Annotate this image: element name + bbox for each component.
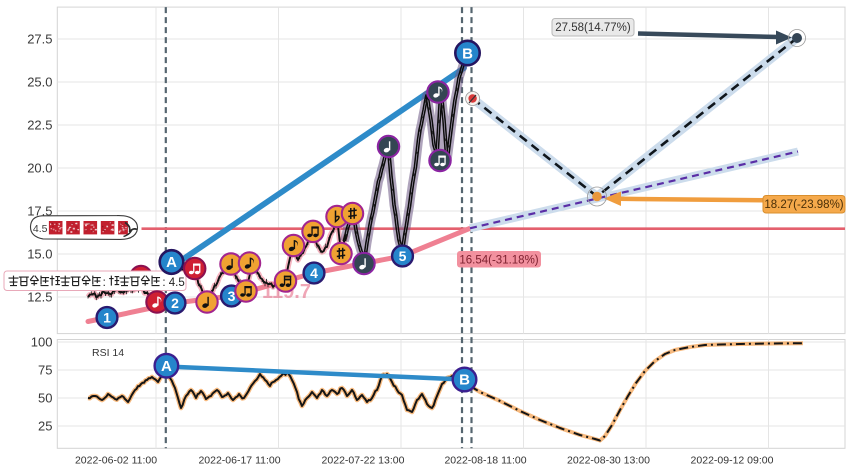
svg-text:2022-06-02 11:00: 2022-06-02 11:00 bbox=[75, 455, 157, 467]
svg-text:2022-08-30 13:00: 2022-08-30 13:00 bbox=[567, 455, 650, 467]
svg-text:17.5: 17.5 bbox=[27, 204, 52, 219]
svg-text:A: A bbox=[166, 254, 177, 271]
svg-text:27.58(14.77%): 27.58(14.77%) bbox=[555, 22, 631, 34]
svg-text:100: 100 bbox=[31, 335, 53, 350]
svg-text:75: 75 bbox=[38, 363, 52, 378]
svg-text:25.0: 25.0 bbox=[27, 75, 52, 90]
svg-text:25: 25 bbox=[38, 419, 52, 434]
svg-text:4.5: 4.5 bbox=[33, 223, 48, 235]
svg-text:3: 3 bbox=[228, 288, 236, 304]
svg-text:15.0: 15.0 bbox=[27, 247, 52, 262]
svg-text:22.5: 22.5 bbox=[27, 118, 52, 133]
svg-text:A: A bbox=[161, 358, 172, 375]
svg-text:20.0: 20.0 bbox=[27, 161, 52, 176]
svg-text:RSI 14: RSI 14 bbox=[92, 347, 124, 359]
svg-text:2022-06-17 11:00: 2022-06-17 11:00 bbox=[198, 455, 280, 467]
svg-text:2022-08-18 11:00: 2022-08-18 11:00 bbox=[444, 455, 526, 467]
svg-text:27.5: 27.5 bbox=[27, 32, 52, 47]
svg-text:12.5: 12.5 bbox=[27, 290, 52, 305]
svg-text:2022-07-22 13:00: 2022-07-22 13:00 bbox=[322, 455, 405, 467]
svg-text:2: 2 bbox=[171, 295, 179, 311]
svg-text:B: B bbox=[459, 372, 470, 389]
svg-text::: : bbox=[103, 277, 106, 289]
svg-text:5: 5 bbox=[399, 248, 407, 264]
svg-text:2022-09-12 09:00: 2022-09-12 09:00 bbox=[691, 455, 774, 467]
svg-text:4: 4 bbox=[310, 265, 318, 281]
svg-text:50: 50 bbox=[38, 391, 52, 406]
svg-text:B: B bbox=[462, 45, 473, 62]
svg-text:: 4.5: : 4.5 bbox=[162, 277, 184, 289]
svg-text:16.54(-31.18%): 16.54(-31.18%) bbox=[459, 254, 538, 266]
svg-text:18.27(-23.98%): 18.27(-23.98%) bbox=[764, 199, 843, 211]
svg-text:1: 1 bbox=[103, 310, 111, 326]
